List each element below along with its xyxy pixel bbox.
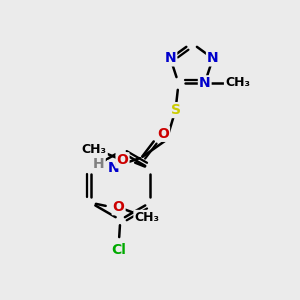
Text: H: H xyxy=(93,157,105,171)
Text: N: N xyxy=(199,76,211,90)
Text: O: O xyxy=(113,200,124,214)
Text: CH₃: CH₃ xyxy=(134,211,159,224)
Text: CH₃: CH₃ xyxy=(225,76,250,89)
Text: N: N xyxy=(108,161,119,175)
Text: Cl: Cl xyxy=(111,243,126,257)
Text: S: S xyxy=(170,103,181,117)
Text: CH₃: CH₃ xyxy=(82,143,107,156)
Text: O: O xyxy=(157,127,169,141)
Text: O: O xyxy=(117,153,128,167)
Text: N: N xyxy=(165,51,176,65)
Text: N: N xyxy=(207,51,219,65)
